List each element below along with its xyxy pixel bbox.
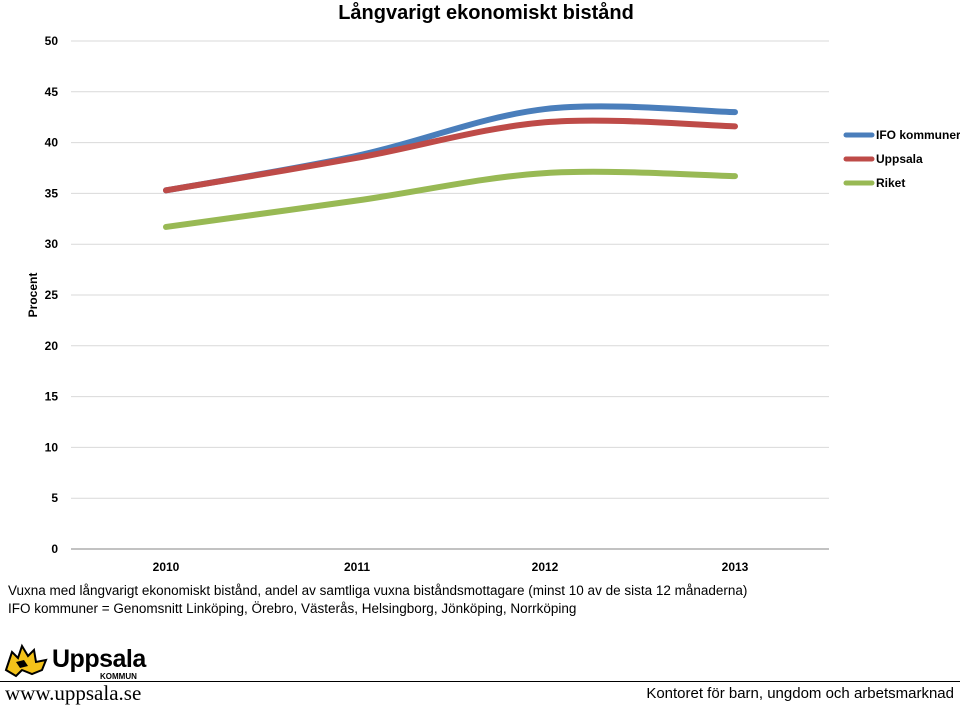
logo-subtext: KOMMUN: [100, 672, 137, 681]
legend-label: Riket: [876, 176, 905, 190]
uppsala-lion-logo-icon: [4, 643, 48, 678]
y-axis-label: Procent: [26, 273, 40, 318]
y-tick-label: 5: [51, 491, 58, 505]
caption-line-2: IFO kommuner = Genomsnitt Linköping, Öre…: [8, 601, 577, 616]
legend-label: IFO kommuner: [876, 128, 960, 142]
website-link[interactable]: www.uppsala.se: [5, 681, 142, 705]
y-tick-label: 15: [45, 390, 59, 404]
line-chart: Långvarigt ekonomiskt bistånd 0 5 10 15 20 25…: [26, 1, 960, 574]
y-tick-label: 50: [45, 34, 59, 48]
gridlines: [71, 40, 829, 550]
x-tick-label: 2010: [153, 560, 180, 574]
y-tick-labels: 0 5 10 15 20 25 30 35 40 45 50: [45, 34, 59, 556]
x-tick-label: 2011: [344, 560, 370, 574]
footer-divider: [0, 681, 960, 682]
series-line-2: [163, 168, 738, 230]
x-tick-labels: 2010 2011 2012 2013: [153, 560, 749, 574]
y-tick-label: 25: [45, 288, 59, 302]
chart-title: Långvarigt ekonomiskt bistånd: [338, 1, 634, 24]
legend-label: Uppsala: [876, 152, 923, 166]
y-tick-label: 20: [45, 339, 59, 353]
y-tick-label: 45: [45, 85, 59, 99]
y-tick-label: 0: [51, 542, 58, 556]
series-lines: [163, 103, 738, 230]
series-line-1: [163, 117, 738, 194]
y-tick-label: 40: [45, 136, 59, 150]
y-tick-label: 10: [45, 440, 59, 454]
logo-text: Uppsala: [52, 645, 146, 673]
x-tick-label: 2012: [532, 560, 559, 574]
department-name: Kontoret för barn, ungdom och arbetsmark…: [646, 685, 954, 702]
caption-line-1: Vuxna med långvarigt ekonomiskt bistånd,…: [8, 583, 748, 598]
y-tick-label: 30: [45, 237, 59, 251]
legend: IFO kommuner Uppsala Riket: [843, 128, 960, 190]
y-tick-label: 35: [45, 186, 59, 200]
x-tick-label: 2013: [722, 560, 749, 574]
